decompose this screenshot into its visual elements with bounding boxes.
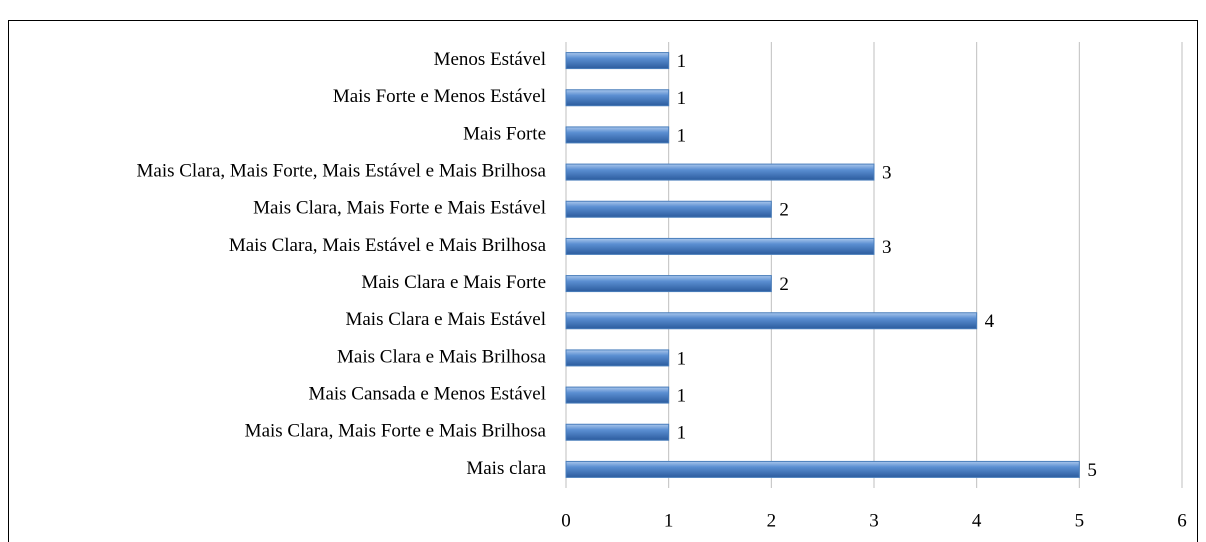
y-tick-label: Mais Forte e Menos Estável	[333, 86, 546, 107]
data-label: 4	[985, 311, 995, 332]
bar	[565, 237, 875, 255]
x-tick-label: 2	[767, 510, 777, 531]
x-tick-label: 4	[972, 510, 982, 531]
bar	[565, 89, 670, 107]
data-label: 3	[882, 162, 892, 183]
bar	[565, 349, 670, 367]
y-tick-label: Mais Clara e Mais Estável	[345, 309, 546, 330]
y-tick-label: Mais Clara, Mais Estável e Mais Brilhosa	[229, 235, 547, 256]
x-tick-label: 5	[1075, 510, 1085, 531]
bar	[565, 163, 875, 181]
bar	[565, 386, 670, 404]
y-tick-label: Mais Clara, Mais Forte, Mais Estável e M…	[137, 160, 547, 181]
data-label: 1	[677, 423, 687, 444]
y-tick-label: Mais Clara, Mais Forte e Mais Estável	[253, 198, 546, 219]
data-label: 1	[677, 348, 687, 369]
y-tick-label: Mais Cansada e Menos Estável	[309, 383, 546, 404]
data-label: 3	[882, 237, 892, 258]
bar	[565, 460, 1080, 478]
data-label: 1	[677, 125, 687, 146]
data-label: 1	[677, 385, 687, 406]
x-tick-label: 1	[664, 510, 674, 531]
bar	[565, 423, 670, 441]
y-tick-label: Mais clara	[466, 458, 546, 479]
bar	[565, 275, 772, 293]
data-label: 2	[779, 200, 789, 221]
x-tick-label: 0	[561, 510, 571, 531]
bar	[565, 200, 772, 218]
x-tick-label: 3	[869, 510, 879, 531]
y-tick-label: Mais Clara, Mais Forte e Mais Brilhosa	[245, 421, 547, 442]
data-label: 2	[779, 274, 789, 295]
bar	[565, 52, 670, 70]
data-label: 1	[677, 51, 687, 72]
bar	[565, 312, 978, 330]
y-tick-label: Mais Clara e Mais Forte	[361, 272, 546, 293]
y-tick-label: Mais Clara e Mais Brilhosa	[337, 346, 547, 367]
data-label: 5	[1087, 460, 1097, 481]
bar	[565, 126, 670, 144]
y-tick-label: Mais Forte	[463, 123, 546, 144]
y-tick-label: Menos Estável	[434, 49, 546, 70]
x-tick-label: 6	[1177, 510, 1187, 531]
data-label: 1	[677, 88, 687, 109]
